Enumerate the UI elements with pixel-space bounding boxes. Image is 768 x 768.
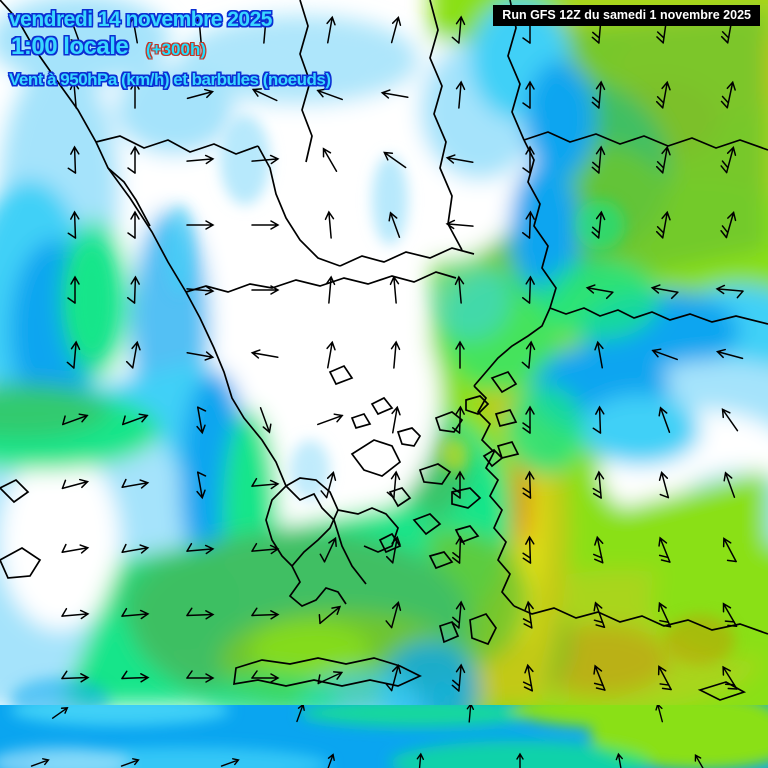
wind-speed-field (0, 0, 768, 705)
wind-speed-colorbar: 5101520253035404550556065707580859010011… (0, 705, 768, 768)
coastlines-and-borders (0, 0, 768, 701)
map-svg (0, 0, 768, 705)
model-run-label: Run GFS 12Z du samedi 1 novembre 2025 (493, 5, 760, 26)
forecast-date-label: vendredi 14 novembre 2025 (9, 8, 272, 31)
parameter-label: Vent à 950hPa (km/h) et barbules (noeuds… (9, 70, 331, 89)
map-canvas[interactable]: vendredi 14 novembre 2025 1:00 locale (+… (0, 0, 768, 705)
forecast-echeance-label: (+300h) (146, 40, 206, 59)
legend-background-map (0, 705, 768, 768)
forecast-hour-label: 1:00 locale (11, 33, 129, 60)
wind-barb-layer (61, 15, 744, 692)
